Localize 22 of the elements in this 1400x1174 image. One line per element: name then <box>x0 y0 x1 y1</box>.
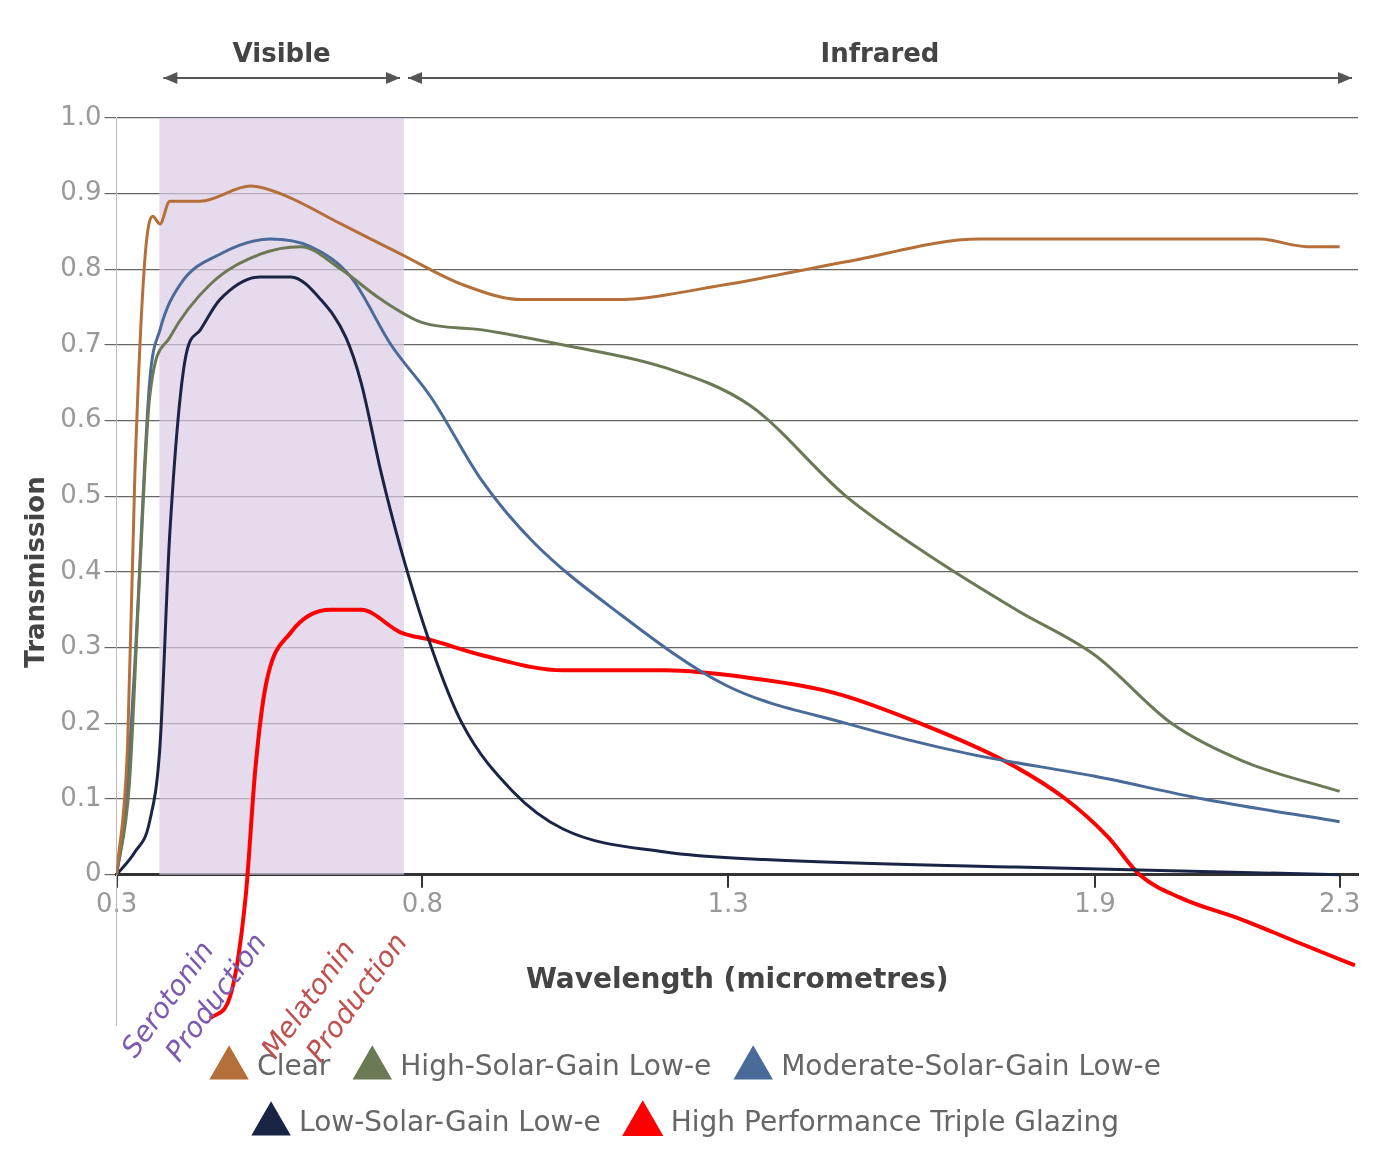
y-tick-label: 0.6 <box>60 403 102 434</box>
y-tick-label: 0.1 <box>60 781 102 812</box>
x-axis-title: Wavelength (micrometres) <box>525 961 949 995</box>
text: Infrared <box>820 37 940 68</box>
x-tick-label: 2.3 <box>1318 888 1361 919</box>
y-tick-label: 0.2 <box>60 706 102 737</box>
band-label: Visible <box>232 37 331 68</box>
x-tick-label: 0.8 <box>401 888 443 919</box>
y-tick-label: 0.5 <box>60 479 102 510</box>
y-tick-label: 0.9 <box>60 176 102 207</box>
legend-label: High Performance Triple Glazing <box>670 1105 1119 1139</box>
legend-label: Moderate-Solar-Gain Low-e <box>781 1049 1161 1083</box>
y-tick-label: 0.7 <box>60 327 102 358</box>
y-tick-label: 0 <box>85 857 102 888</box>
y-tick-label: 0.4 <box>60 554 102 585</box>
y-tick-label: 1.0 <box>60 100 102 131</box>
y-tick-label: 0.8 <box>60 252 102 283</box>
y-tick-label: 0.3 <box>60 630 102 661</box>
x-tick-label: 1.9 <box>1074 888 1116 919</box>
y-axis-title: Transmission <box>20 476 51 668</box>
legend-label: Low-Solar-Gain Low-e <box>299 1105 601 1139</box>
x-tick-label: 1.3 <box>707 888 749 919</box>
